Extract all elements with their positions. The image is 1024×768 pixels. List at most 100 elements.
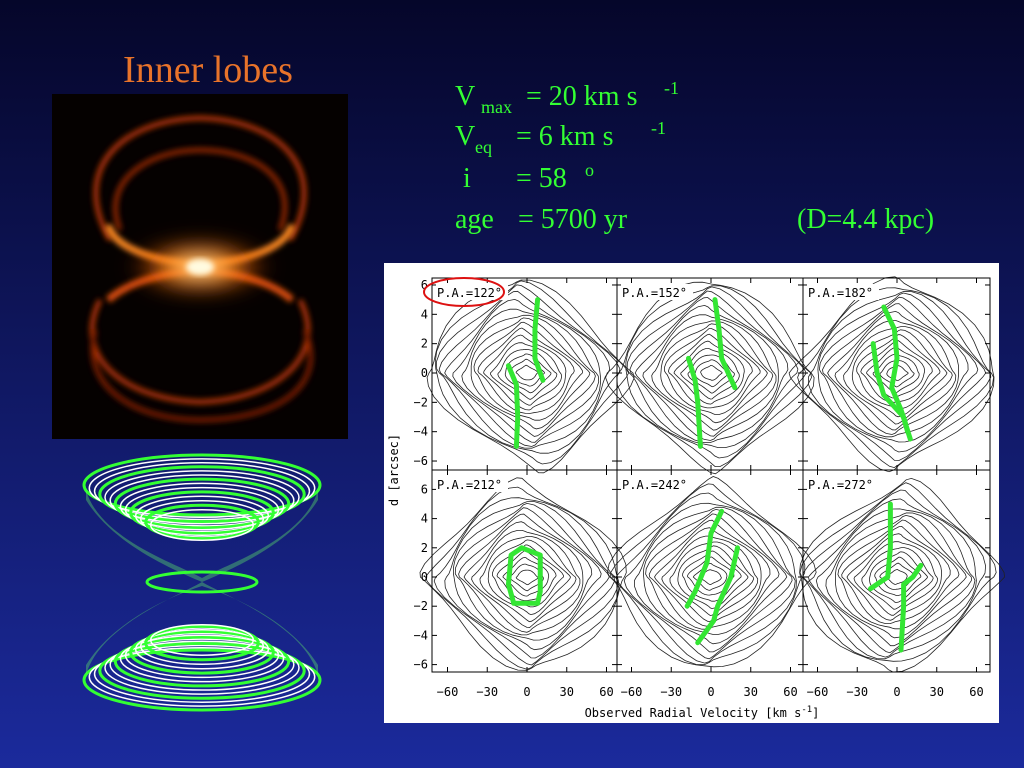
value: = 5700 yr xyxy=(518,204,628,235)
contour xyxy=(648,519,771,630)
velocity-curve xyxy=(505,363,521,449)
contour xyxy=(818,296,979,443)
cone-ring xyxy=(93,462,311,521)
y-tick-label: −4 xyxy=(414,628,428,642)
contour xyxy=(645,513,780,635)
contour xyxy=(463,521,584,633)
x-tick-label: 30 xyxy=(560,685,574,699)
cone-ring xyxy=(119,482,285,531)
contour xyxy=(642,314,777,437)
contour xyxy=(654,527,762,627)
x-tick-label: −60 xyxy=(437,685,459,699)
contour xyxy=(634,304,779,441)
cone-ring xyxy=(98,641,306,700)
panel-label: P.A.=182° xyxy=(808,286,873,300)
symbol: V xyxy=(455,81,475,112)
panel: P.A.=212° 6 4 2 0 −2 −4 −6 −60 −30 0 30 60 xyxy=(414,469,627,699)
y-tick-label: −6 xyxy=(414,454,428,468)
pv-figure: P.A.=122° 6 4 2 0 −2 −4 −6 P.A.=152° P.A.=182° P.A… xyxy=(384,263,1006,723)
velocity-curve xyxy=(505,545,543,606)
cone-ring xyxy=(98,465,306,524)
contour xyxy=(667,333,753,409)
cone-ring xyxy=(119,634,285,683)
y-tick-label: −4 xyxy=(414,425,428,439)
cone-ring xyxy=(124,632,280,679)
contour xyxy=(686,556,735,596)
velocity-curve xyxy=(898,562,924,653)
contour xyxy=(807,498,977,658)
y-tick-label: 0 xyxy=(421,366,428,380)
subscript: eq xyxy=(475,137,492,157)
y-tick-label: −6 xyxy=(414,658,428,672)
y-tick-label: 6 xyxy=(421,482,428,496)
param-line: V max = 20 km s -1 xyxy=(455,78,679,120)
superscript: -1 xyxy=(651,118,666,138)
label-bg xyxy=(621,284,693,300)
contour xyxy=(461,314,596,437)
cone-ring xyxy=(129,630,275,675)
contour xyxy=(515,569,539,586)
cone-ring xyxy=(144,503,260,541)
contour xyxy=(444,501,616,659)
y-tick-label: 2 xyxy=(421,337,428,351)
y-tick-label: 6 xyxy=(421,278,428,292)
contour xyxy=(615,492,797,664)
contour xyxy=(853,541,939,616)
cone-ring xyxy=(93,644,311,703)
contour xyxy=(799,477,1006,673)
x-tick-label: 0 xyxy=(893,685,900,699)
y-tick-label: −2 xyxy=(414,599,428,613)
contour xyxy=(797,287,995,469)
contour xyxy=(700,364,723,381)
cone-ring xyxy=(149,624,255,656)
label-bg xyxy=(621,476,693,492)
cone-ring xyxy=(88,646,316,707)
panel: P.A.=182° xyxy=(788,276,995,473)
y-tick-label: 4 xyxy=(421,307,428,321)
cone-ring xyxy=(134,495,270,536)
contour xyxy=(473,321,583,421)
cone-ring xyxy=(134,629,270,670)
contour xyxy=(660,323,768,424)
contour xyxy=(452,502,610,651)
panel-label: P.A.=122° xyxy=(437,286,502,300)
contour xyxy=(788,276,995,473)
contour xyxy=(452,308,600,443)
cone-ring xyxy=(139,499,265,538)
contour xyxy=(436,284,621,454)
contour xyxy=(827,310,960,435)
x-tick-label: 60 xyxy=(783,685,797,699)
contour xyxy=(651,320,774,431)
contour xyxy=(834,320,957,431)
symbol: age xyxy=(455,204,494,235)
contour xyxy=(687,354,735,394)
symbol: i xyxy=(463,163,471,194)
velocity-curve xyxy=(685,355,703,449)
x-tick-label: 30 xyxy=(930,685,944,699)
contour xyxy=(623,502,796,660)
cone-ring xyxy=(104,470,300,525)
contour xyxy=(661,535,759,622)
contour xyxy=(426,279,635,474)
cone-ring xyxy=(129,490,275,535)
velocity-curve xyxy=(712,297,738,391)
contour xyxy=(872,353,920,394)
contour xyxy=(846,533,943,621)
contour xyxy=(664,328,761,415)
cone-ring xyxy=(82,453,322,517)
cone-ring xyxy=(104,640,300,695)
x-tick-label: −30 xyxy=(846,685,868,699)
cone-ring xyxy=(82,648,322,712)
contour xyxy=(458,513,593,636)
velocity-curve xyxy=(868,501,893,592)
cone-ring xyxy=(149,509,255,541)
highlight-ring xyxy=(423,277,505,307)
contour xyxy=(841,525,951,624)
cone-ring xyxy=(124,486,280,533)
contour xyxy=(634,506,793,653)
contour xyxy=(454,507,602,641)
contour xyxy=(692,562,728,591)
contour xyxy=(799,482,997,662)
contour xyxy=(879,360,915,388)
